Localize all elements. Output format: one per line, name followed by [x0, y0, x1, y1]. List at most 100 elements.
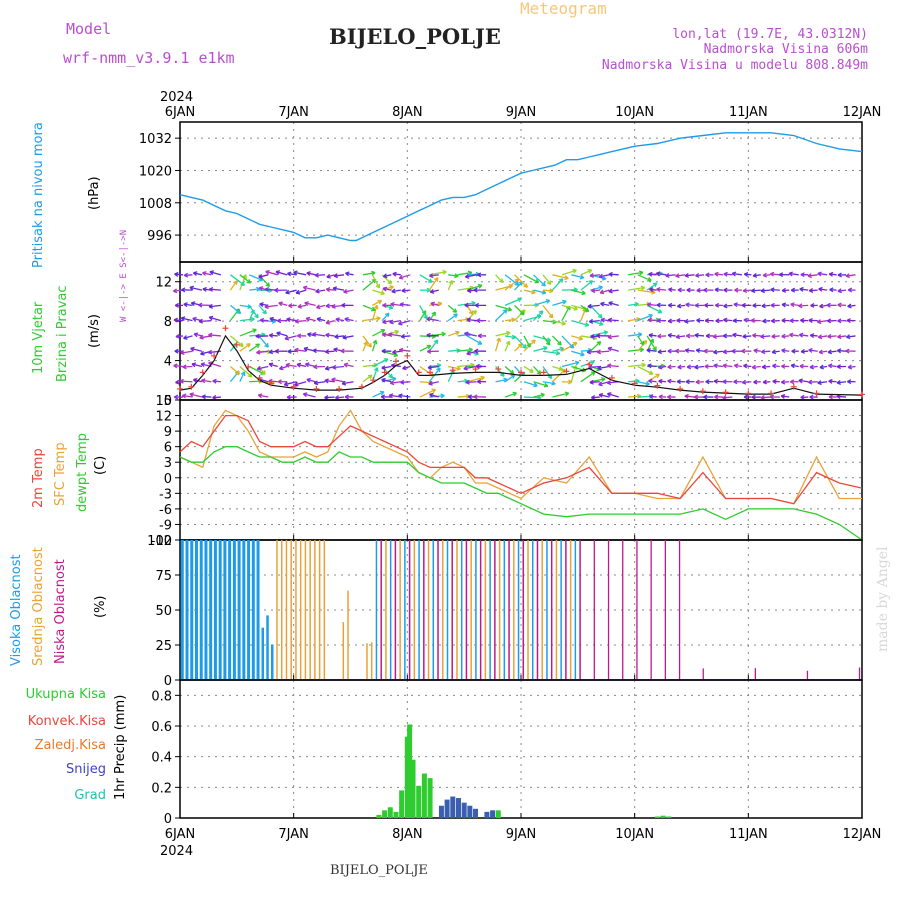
wind-arrow-head: [762, 320, 767, 324]
wind-arrow-head: [192, 272, 197, 277]
wind-arrow: [199, 320, 212, 323]
wind-arrow: [249, 274, 263, 282]
wind-arrow: [607, 381, 619, 384]
wind-arrow-head: [561, 368, 566, 372]
wind-arrow: [419, 305, 428, 320]
wind-arrow-head: [181, 394, 186, 399]
wind-arrow: [371, 340, 377, 352]
wind-arrow: [646, 282, 658, 291]
wind-arrow-head: [607, 382, 612, 386]
wind-arrow: [589, 381, 600, 384]
wind-arrow: [325, 334, 335, 337]
wind-arrow-head: [525, 283, 528, 288]
wind-arrow-head: [695, 381, 700, 385]
wind-arrow-head: [174, 273, 179, 277]
wind-arrow: [533, 289, 546, 294]
wind-arrow-head: [473, 289, 478, 293]
wind-arrow-head: [331, 306, 336, 309]
wind-arrow: [209, 288, 221, 291]
wind-arrow-head: [562, 299, 567, 302]
wind-arrow: [514, 335, 527, 349]
wind-arrow: [239, 328, 257, 337]
precip-bar: [473, 808, 479, 818]
wind-arrow: [589, 274, 600, 277]
wind-arrow-head: [694, 334, 699, 338]
wind-arrow-head: [341, 383, 347, 386]
wind-arrow-head: [772, 380, 777, 385]
precip-bar: [444, 799, 450, 818]
wind-arrow-head: [208, 316, 213, 321]
wind-arrow-head: [667, 304, 673, 308]
wind-arrow: [362, 341, 368, 352]
wind-arrow-head: [828, 380, 833, 384]
wind-arrow: [269, 334, 278, 337]
wind-arrow-head: [249, 372, 253, 378]
wind-arrow: [761, 304, 771, 307]
wind-arrow: [335, 318, 345, 322]
wind-arrow: [542, 335, 551, 346]
wind-arrow-head: [535, 278, 540, 283]
wind-arrow-head: [646, 349, 651, 353]
wind-arrow-head: [297, 335, 302, 339]
wind-arrow-head: [208, 288, 213, 292]
wind-arrow: [514, 343, 523, 352]
wind-arrow: [542, 289, 554, 292]
wind-arrow-head: [304, 302, 309, 306]
wind-arrow: [552, 300, 567, 306]
wind-arrow-head: [790, 289, 796, 293]
wind-arrow-head: [723, 319, 728, 323]
wind-arrow-head: [667, 350, 672, 354]
wind-arrow-head: [685, 381, 690, 385]
wind-arrow-head: [742, 336, 747, 339]
wind-arrow: [495, 304, 512, 311]
elevation: Nadmorska Visina 606m: [704, 42, 869, 57]
wind-arrow: [628, 395, 641, 398]
wind-arrow-head: [380, 396, 385, 400]
wind-arrow: [343, 289, 354, 293]
wind-arrow-head: [818, 288, 823, 292]
wind-arrow-head: [326, 276, 331, 279]
wind-arrow: [467, 376, 485, 383]
precip-bar: [410, 759, 416, 818]
wind-arrow: [362, 278, 377, 291]
wind-arrow-head: [275, 271, 280, 275]
wind-arrow: [269, 317, 278, 322]
wind-arrow-head: [667, 334, 672, 338]
wind-arrow: [284, 335, 297, 340]
wind-arrow-head: [400, 381, 405, 385]
y-tick-label: 75: [155, 569, 172, 584]
wind-arrow: [208, 334, 221, 337]
wind-arrow-head: [694, 304, 699, 308]
wind-arrow-head: [202, 288, 207, 292]
wind-arrow: [732, 272, 742, 276]
wind-arrow: [532, 310, 544, 322]
wind-arrow-head: [695, 275, 700, 278]
wind-arrow: [637, 335, 645, 346]
wind-arrow-head: [817, 321, 822, 325]
cloud-panel: 0 25 50 75 100: [147, 534, 863, 689]
wind-arrow: [189, 286, 203, 291]
wind-arrow-head: [607, 319, 612, 323]
wind-arrow-head: [771, 336, 776, 339]
wind-arrow: [314, 381, 326, 384]
wind-arrow-head: [538, 310, 543, 313]
wind-arrow-head: [781, 319, 786, 324]
wind-arrow: [533, 393, 545, 398]
wind-arrow-head: [433, 277, 439, 281]
wind-arrow: [189, 393, 203, 398]
wind-arrow: [296, 363, 307, 368]
wind-arrow-head: [780, 395, 785, 399]
wind-arrow-head: [258, 276, 263, 279]
wind-arrow-head: [827, 336, 832, 339]
wind-arrow: [182, 365, 193, 368]
wind-arrow: [362, 272, 376, 276]
wind-arrow: [399, 349, 411, 352]
wind-arrow: [684, 320, 695, 323]
wind-arrow-head: [373, 304, 378, 309]
wind-arrow-head: [388, 333, 393, 338]
wind-compass: W <-|-> E S<-|->N: [119, 230, 129, 322]
wind-arrow-head: [596, 340, 601, 344]
wind-arrow-head: [212, 380, 217, 384]
wind-arrow: [637, 340, 648, 352]
wind-arrow-head: [296, 363, 301, 368]
